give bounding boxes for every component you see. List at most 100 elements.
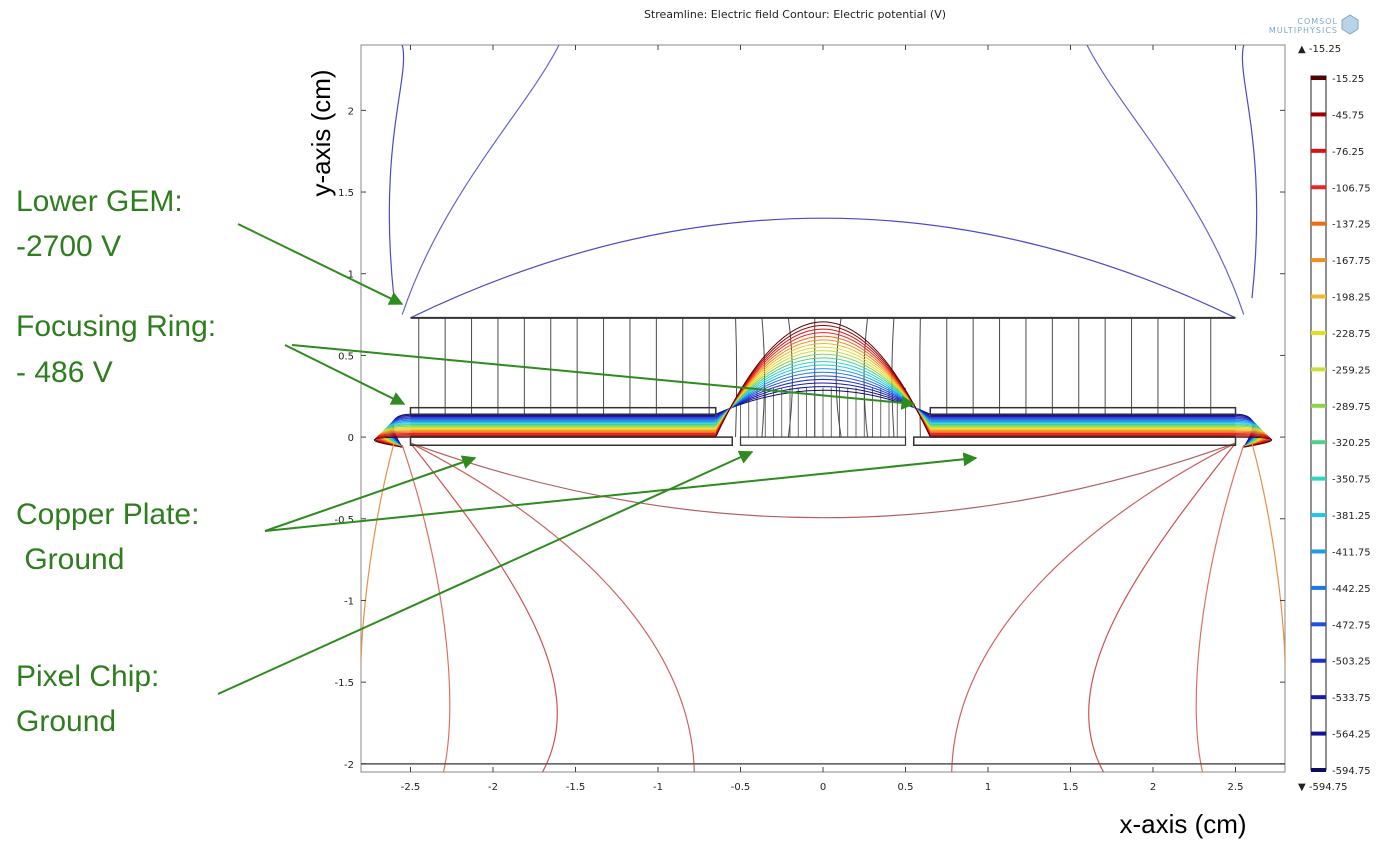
colorbar-swatch bbox=[1311, 148, 1326, 153]
colorbar-tick-label: -289.75 bbox=[1332, 402, 1371, 413]
focusing-ring-left bbox=[409, 406, 717, 415]
potential-contour bbox=[715, 324, 931, 437]
y-tick-label: -1 bbox=[344, 596, 354, 607]
colorbar-tick-label: -137.25 bbox=[1332, 220, 1371, 231]
x-axis-ticks: -2.5 -2 -1.5 -1 -0.5 0 0.5 1 1.5 2 2.5 bbox=[401, 45, 1244, 793]
plot-title: Streamline: Electric field Contour: Elec… bbox=[644, 8, 946, 21]
annotation-lower-gem: Lower GEM: -2700 V bbox=[16, 185, 404, 305]
x-tick-label: -1 bbox=[653, 782, 663, 793]
colorbar-tick-label: -167.75 bbox=[1332, 256, 1371, 267]
colorbar-swatch bbox=[1311, 367, 1326, 372]
x-tick-label: -0.5 bbox=[731, 782, 751, 793]
annotation-focusing-ring: Focusing Ring: - 486 V bbox=[16, 310, 916, 410]
potential-contour bbox=[401, 45, 560, 315]
colorbar-tick-label: -472.75 bbox=[1332, 620, 1371, 631]
arrow-focusing-ring-left bbox=[284, 344, 406, 405]
colorbar-max-label: ▲ -15.25 bbox=[1298, 44, 1341, 55]
colorbar-swatch bbox=[1311, 695, 1326, 700]
colorbar-swatch bbox=[1311, 258, 1326, 263]
colorbar: ▲ -15.25 -15.25 -45.75 -76.25 -106.75 -137.2… bbox=[1298, 44, 1371, 793]
cube-icon bbox=[1341, 14, 1359, 35]
potential-contour bbox=[1195, 444, 1245, 772]
colorbar-tick-label: -228.75 bbox=[1332, 329, 1371, 340]
annotation-pixel-chip: Pixel Chip: Ground bbox=[16, 450, 754, 738]
annotation-focusing-ring-line1: Focusing Ring: bbox=[16, 310, 216, 343]
copper-plate-left bbox=[409, 436, 733, 447]
logo-line-2: MULTIPHYSICS bbox=[1269, 26, 1338, 35]
colorbar-swatch bbox=[1311, 658, 1326, 663]
colorbar-swatch bbox=[1311, 513, 1326, 518]
colorbar-tick-label: -564.25 bbox=[1332, 730, 1371, 741]
potential-contour bbox=[388, 45, 405, 299]
y-axis-ticks: 2 1.5 1 0.5 0 -0.5 -1 -1.5 -2 bbox=[334, 106, 1285, 771]
x-tick-label: 2 bbox=[1150, 782, 1156, 793]
colorbar-swatch bbox=[1311, 549, 1326, 554]
x-axis-label: x-axis (cm) bbox=[1119, 809, 1246, 839]
potential-contour bbox=[715, 339, 931, 432]
x-tick-label: -1.5 bbox=[566, 782, 586, 793]
colorbar-swatch bbox=[1311, 403, 1326, 408]
potential-contour bbox=[1241, 45, 1258, 299]
arrow-copper-plate-left bbox=[264, 455, 477, 532]
colorbar-tick-label: -381.25 bbox=[1332, 511, 1371, 522]
potential-contour bbox=[401, 444, 451, 772]
y-axis-label: y-axis (cm) bbox=[306, 69, 336, 196]
potential-contour bbox=[1086, 45, 1245, 315]
potential-contour bbox=[715, 346, 931, 429]
y-tick-label: -2 bbox=[344, 760, 354, 771]
arrow-lower-gem bbox=[237, 223, 404, 305]
colorbar-swatch bbox=[1311, 185, 1326, 190]
colorbar-tick-label: -45.75 bbox=[1332, 110, 1364, 121]
potential-contour bbox=[715, 357, 931, 426]
x-tick-label: 1 bbox=[985, 782, 991, 793]
colorbar-swatch bbox=[1311, 476, 1326, 481]
colorbar-tick-label: -411.75 bbox=[1332, 547, 1371, 558]
colorbar-tick-label: -76.25 bbox=[1332, 147, 1364, 158]
y-tick-label: 1.5 bbox=[338, 188, 354, 199]
annotation-pixel-chip-line2: Ground bbox=[16, 705, 116, 738]
potential-contour bbox=[1088, 442, 1236, 772]
x-tick-label: -2 bbox=[488, 782, 498, 793]
colorbar-swatch bbox=[1311, 731, 1326, 736]
colorbar-swatch bbox=[1311, 76, 1326, 80]
annotations: Lower GEM: -2700 V Focusing Ring: - 486 … bbox=[16, 185, 978, 738]
colorbar-swatch bbox=[1311, 622, 1326, 627]
potential-contour bbox=[715, 353, 931, 427]
potential-contour bbox=[715, 328, 931, 435]
detector-geometry bbox=[361, 316, 1285, 765]
colorbar-swatch bbox=[1311, 112, 1326, 117]
potential-contour bbox=[1235, 436, 1273, 448]
y-tick-label: -1.5 bbox=[334, 678, 354, 689]
colorbar-swatch bbox=[1311, 221, 1326, 226]
potential-contour bbox=[1251, 442, 1285, 666]
x-tick-label: 2.5 bbox=[1228, 782, 1244, 793]
pixel-chip bbox=[739, 436, 907, 446]
colorbar-tick-label: -259.25 bbox=[1332, 365, 1371, 376]
colorbar-swatch bbox=[1311, 294, 1326, 299]
colorbar-swatch bbox=[1311, 330, 1326, 335]
streamlines bbox=[418, 317, 1212, 438]
potential-contour bbox=[361, 442, 395, 666]
arrow-copper-plate-right bbox=[264, 452, 978, 532]
annotation-lower-gem-line2: -2700 V bbox=[16, 230, 121, 263]
arrow-focusing-ring-right bbox=[291, 344, 916, 410]
x-tick-label: 0.5 bbox=[898, 782, 914, 793]
y-tick-label: 2 bbox=[348, 106, 354, 117]
field-streamline bbox=[863, 317, 869, 438]
potential-contour bbox=[951, 442, 1236, 772]
potential-contour bbox=[410, 442, 558, 772]
copper-plate-right bbox=[913, 436, 1237, 447]
x-tick-label: 0 bbox=[820, 782, 826, 793]
colorbar-tick-label: -503.25 bbox=[1332, 657, 1371, 668]
potential-contour bbox=[715, 321, 931, 438]
potential-contour bbox=[410, 442, 695, 772]
colorbar-tick-label: -442.25 bbox=[1332, 584, 1371, 595]
potential-contour bbox=[410, 217, 1236, 319]
arrow-pixel-chip bbox=[217, 450, 754, 695]
potential-contour bbox=[715, 343, 931, 431]
colorbar-min-label: ▼ -594.75 bbox=[1298, 782, 1347, 793]
colorbar-tick-label: -594.75 bbox=[1332, 766, 1371, 777]
y-tick-label: -0.5 bbox=[334, 515, 354, 526]
focusing-ring-right bbox=[929, 406, 1237, 415]
annotation-pixel-chip-line1: Pixel Chip: bbox=[16, 660, 159, 693]
